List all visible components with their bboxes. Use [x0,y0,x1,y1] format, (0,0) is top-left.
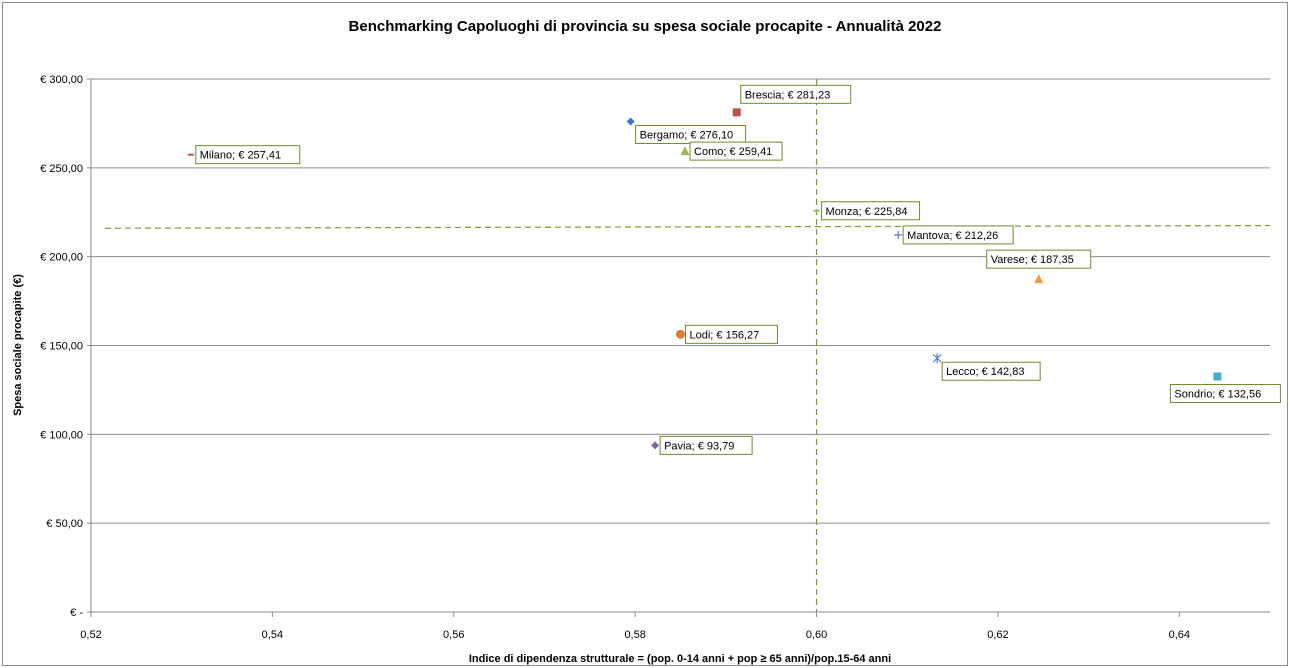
y-axis-title: Spesa sociale procapite (€) [12,274,24,416]
data-label-text: Pavia; € 93,79 [664,440,734,452]
data-label-box [941,361,1041,381]
data-label-text: Bergamo; € 276,10 [640,129,734,141]
ref-line-horizontal [104,224,1271,229]
y-tick-label: € 200,00 [40,252,83,264]
y-tick-label: € 150,00 [40,341,83,353]
data-label-box [659,435,753,455]
point-marker [651,441,660,450]
x-tick-label: 0,54 [262,629,283,641]
data-label: Sondrio; € 132,56 [1169,383,1281,403]
y-tick-label: € 100,00 [40,429,83,441]
point-marker [932,353,942,364]
data-labels: Bergamo; € 276,10 Brescia; € 281,23 Como; … [195,84,1281,455]
data-label: Monza; € 225,84 [821,201,921,221]
x-tick-label: 0,64 [1169,629,1190,641]
point-marker [732,108,741,117]
reference-lines [104,79,1271,612]
point-marker [894,230,903,239]
point-marker [1034,274,1044,284]
data-label-text: Lodi; € 156,27 [690,329,760,341]
data-label: Lecco; € 142,83 [941,361,1041,381]
data-label-box [689,141,783,161]
point-marker [1213,372,1222,381]
data-label-text: Lecco; € 142,83 [946,366,1024,378]
data-label-box [195,145,301,165]
data-label: Como; € 259,41 [689,141,783,161]
data-label-box [902,225,1014,245]
data-label: Mantova; € 212,26 [902,225,1014,245]
data-label-text: Monza; € 225,84 [826,206,908,218]
data-label: Varese; € 187,35 [986,249,1092,269]
chart-title: Benchmarking Capoluoghi di provincia su … [349,18,942,35]
x-axis-title: Indice di dipendenza strutturale = (pop.… [469,653,891,665]
axes: € - € 50,00 € 100,00 € 150,00 € 200,00 € 250,… [40,74,1190,641]
data-label-text: Varese; € 187,35 [991,254,1074,266]
data-label-text: Como; € 259,41 [694,146,772,158]
x-tick-label: 0,62 [987,629,1008,641]
data-label-text: Mantova; € 212,26 [907,230,998,242]
data-label: Brescia; € 281,23 [740,84,852,104]
y-tick-label: € 50,00 [46,518,83,530]
data-label-box [685,324,778,344]
data-label-box [740,84,852,104]
data-label-text: Brescia; € 281,23 [745,89,831,101]
data-label-box [821,201,921,221]
y-tick-label: € - [70,607,83,619]
x-tick-label: 0,52 [80,629,101,641]
data-label-text: Sondrio; € 132,56 [1174,388,1261,400]
data-label-box [986,249,1092,269]
data-points [187,108,1222,450]
data-label: Pavia; € 93,79 [659,435,753,455]
data-label: Lodi; € 156,27 [685,324,778,344]
y-tick-label: € 250,00 [40,163,83,175]
data-label: Bergamo; € 276,10 [635,124,747,144]
y-tick-label: € 300,00 [40,74,83,86]
point-marker [626,117,635,126]
point-marker [676,329,685,339]
point-marker [680,146,690,156]
data-label: Milano; € 257,41 [195,145,301,165]
x-tick-label: 0,60 [806,629,827,641]
grid-lines [91,78,1270,613]
data-label-text: Milano; € 257,41 [200,150,281,162]
x-tick-label: 0,58 [624,629,645,641]
data-label-box [1169,383,1281,403]
x-tick-label: 0,56 [443,629,464,641]
